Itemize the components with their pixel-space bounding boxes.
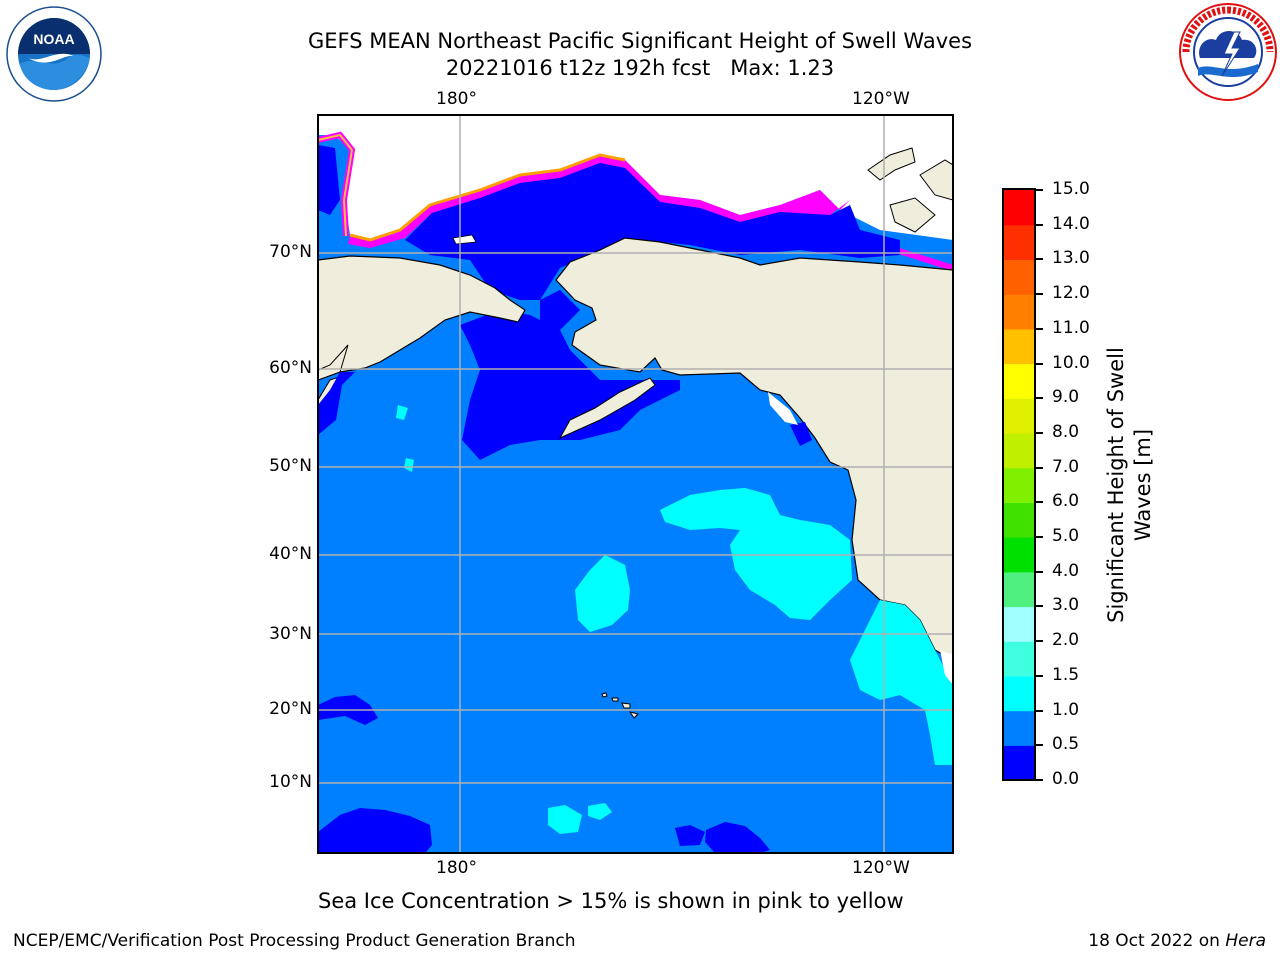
nws-logo bbox=[1178, 2, 1278, 102]
lat-label-70n: 70°N bbox=[269, 242, 312, 262]
colorbar-tick-label: 0.0 bbox=[1052, 769, 1080, 789]
colorbar-label-line2: Waves [m] bbox=[1131, 428, 1155, 542]
colorbar-segment bbox=[1003, 363, 1035, 399]
colorbar-tick-label: 15.0 bbox=[1052, 179, 1090, 199]
arctic-islands bbox=[867, 147, 916, 181]
colorbar-label: Significant Height of Swell Waves [m] bbox=[1100, 330, 1160, 640]
lat-label-50n: 50°N bbox=[269, 456, 312, 476]
colorbar-tick-label: 8.0 bbox=[1052, 421, 1080, 442]
colorbar-tick-mark bbox=[1036, 431, 1043, 434]
colorbar-tick-label: 0.5 bbox=[1052, 734, 1080, 755]
colorbar-segment bbox=[1003, 398, 1035, 434]
map-frame bbox=[317, 114, 954, 854]
graticule bbox=[318, 115, 953, 853]
lon-label-120w-bottom: 120°W bbox=[852, 858, 910, 878]
chart-title-line2: 20221016 t12z 192h fcst Max: 1.23 bbox=[445, 56, 835, 80]
colorbar-tick-mark bbox=[1036, 674, 1043, 677]
footer-date: 18 Oct 2022 on Hera bbox=[1088, 931, 1266, 951]
cyan-patch-gulf bbox=[660, 488, 852, 620]
colorbar-segment bbox=[1003, 502, 1035, 538]
lon-label-180-top: 180° bbox=[436, 89, 477, 109]
noaa-logo: NOAA bbox=[6, 6, 102, 102]
hawaii-islands bbox=[601, 692, 639, 719]
lon-label-120w-top: 120°W bbox=[852, 89, 910, 109]
cyan-patch-central bbox=[575, 555, 630, 632]
colorbar-segment bbox=[1003, 571, 1035, 608]
colorbar-tick-mark bbox=[1036, 293, 1043, 296]
arctic-ice-area bbox=[318, 115, 953, 240]
colorbar-tick-mark bbox=[1036, 779, 1043, 781]
colorbar-tick-mark bbox=[1036, 466, 1043, 469]
colorbar-tick-label: 7.0 bbox=[1052, 456, 1080, 477]
footer-host: Hera bbox=[1225, 931, 1266, 951]
colorbar-tick-label: 1.0 bbox=[1052, 699, 1080, 720]
colorbar bbox=[1002, 188, 1036, 781]
colorbar-tick-mark bbox=[1036, 744, 1043, 747]
colorbar-tick-mark bbox=[1036, 397, 1043, 400]
colorbar-segment bbox=[1003, 606, 1035, 642]
colorbar-tick-mark bbox=[1036, 605, 1043, 608]
cyan-patch-coast bbox=[850, 600, 953, 765]
colorbar-label-line1: Significant Height of Swell bbox=[1104, 347, 1128, 623]
colorbar-segment bbox=[1003, 190, 1035, 226]
lat-label-10n: 10°N bbox=[269, 772, 312, 792]
footer-branch: NCEP/EMC/Verification Post Processing Pr… bbox=[13, 931, 576, 951]
colorbar-segment bbox=[1003, 259, 1035, 295]
colorbar-tick-label: 9.0 bbox=[1052, 387, 1080, 408]
colorbar-segment bbox=[1003, 224, 1035, 261]
lat-label-30n: 30°N bbox=[269, 624, 312, 644]
siberia-landmass bbox=[318, 255, 526, 381]
footer-date-text: 18 Oct 2022 on bbox=[1088, 931, 1226, 951]
colorbar-segment bbox=[1003, 432, 1035, 469]
chart-title-line1: GEFS MEAN Northeast Pacific Significant … bbox=[307, 29, 973, 53]
colorbar-segment bbox=[1003, 710, 1035, 746]
colorbar-segment bbox=[1003, 328, 1035, 365]
bering-low-swell bbox=[460, 310, 680, 460]
low-swell-patch-south bbox=[318, 808, 432, 853]
colorbar-tick-label: 5.0 bbox=[1052, 526, 1080, 547]
colorbar-segment bbox=[1003, 467, 1035, 503]
lat-label-60n: 60°N bbox=[269, 358, 312, 378]
colorbar-segment bbox=[1003, 675, 1035, 712]
colorbar-tick-label: 4.0 bbox=[1052, 560, 1080, 581]
colorbar-tick-mark bbox=[1036, 501, 1043, 504]
colorbar-tick-label: 14.0 bbox=[1052, 213, 1090, 234]
colorbar-segment bbox=[1003, 537, 1035, 573]
colorbar-tick-mark bbox=[1036, 709, 1043, 712]
colorbar-tick-label: 11.0 bbox=[1052, 317, 1090, 338]
arctic-low-swell bbox=[318, 145, 340, 215]
noaa-logo-text: NOAA bbox=[33, 31, 74, 47]
alaska-landmass bbox=[555, 237, 953, 661]
colorbar-tick-mark bbox=[1036, 327, 1043, 330]
colorbar-tick-label: 1.5 bbox=[1052, 664, 1080, 685]
colorbar-tick-mark bbox=[1036, 189, 1043, 191]
colorbar-tick-mark bbox=[1036, 362, 1043, 365]
colorbar-segment bbox=[1003, 641, 1035, 677]
colorbar-tick-label: 12.0 bbox=[1052, 283, 1090, 304]
cyan-patch-south bbox=[548, 805, 582, 834]
colorbar-tick-mark bbox=[1036, 536, 1043, 539]
colorbar-segment bbox=[1003, 745, 1035, 781]
colorbar-tick-mark bbox=[1036, 258, 1043, 261]
colorbar-segment bbox=[1003, 294, 1035, 330]
colorbar-tick-label: 3.0 bbox=[1052, 595, 1080, 616]
sea-ice-caption: Sea Ice Concentration > 15% is shown in … bbox=[318, 889, 904, 913]
colorbar-tick-label: 2.0 bbox=[1052, 630, 1080, 651]
lon-label-180-bottom: 180° bbox=[436, 858, 477, 878]
lat-label-20n: 20°N bbox=[269, 699, 312, 719]
colorbar-tick-label: 6.0 bbox=[1052, 491, 1080, 512]
colorbar-tick-mark bbox=[1036, 570, 1043, 573]
colorbar-tick-mark bbox=[1036, 640, 1043, 643]
colorbar-tick-label: 10.0 bbox=[1052, 352, 1090, 373]
lat-label-40n: 40°N bbox=[269, 544, 312, 564]
colorbar-tick-label: 13.0 bbox=[1052, 248, 1090, 269]
colorbar-tick-mark bbox=[1036, 223, 1043, 226]
ice-edge-band bbox=[348, 155, 850, 248]
